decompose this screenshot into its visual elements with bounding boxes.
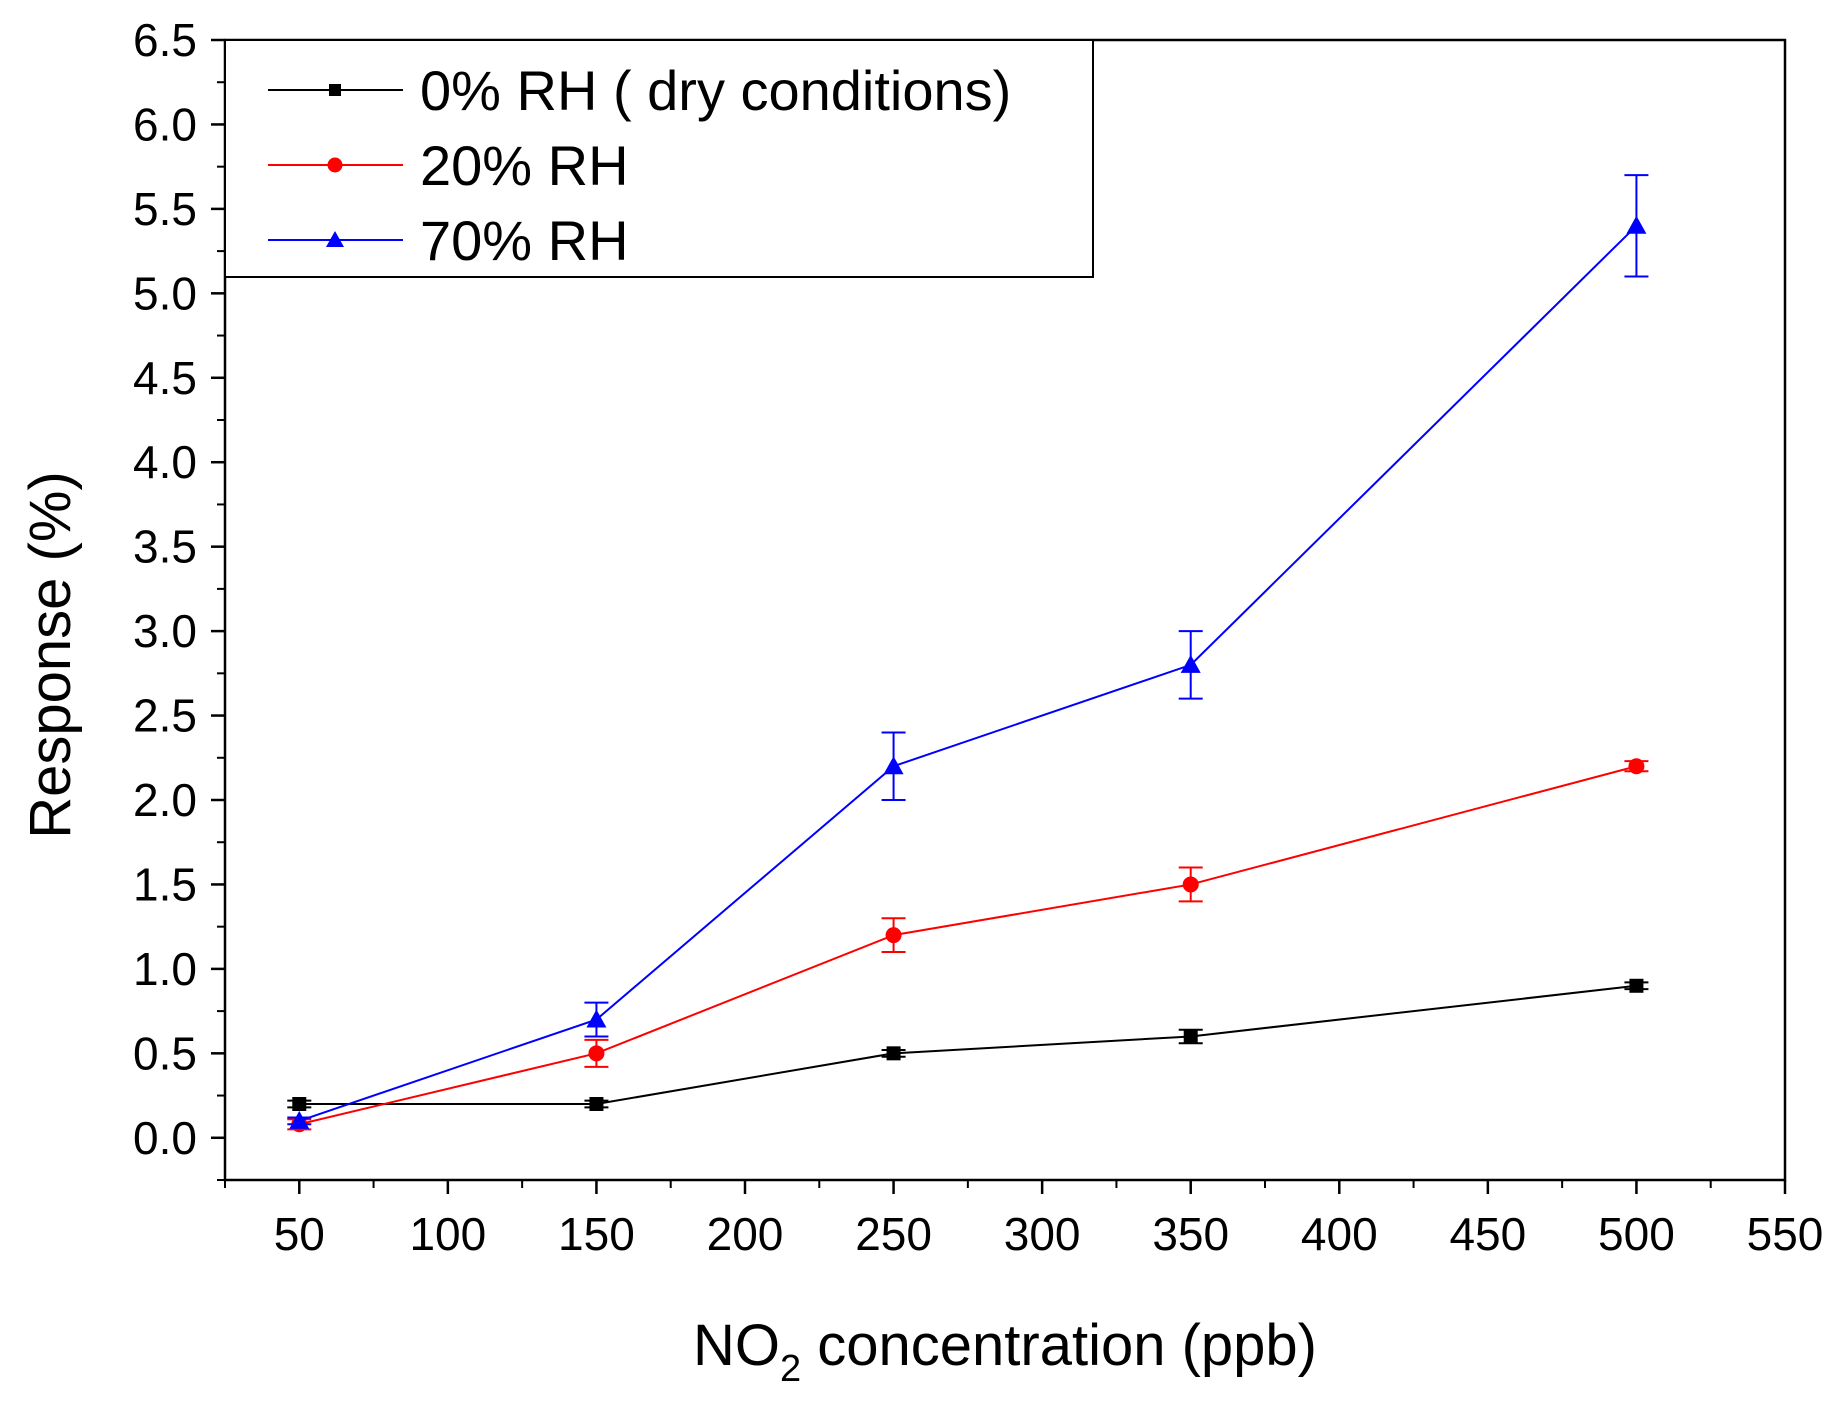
x-axis-title: NO2 concentration (ppb) <box>693 1313 1317 1390</box>
series-2 <box>287 174 1649 1129</box>
x-axis-ticks: 50 100 150 200 250 300 350 400 450 500 550 <box>224 1180 1824 1260</box>
x-tick-label: 250 <box>855 1208 932 1260</box>
data-point-triangle <box>586 1009 607 1028</box>
series-line-2 <box>298 225 1638 1122</box>
series-line-0 <box>299 984 1637 1105</box>
data-point-circle <box>885 927 902 944</box>
legend-box <box>224 39 1094 278</box>
data-point-triangle <box>1626 215 1647 234</box>
data-point-triangle <box>289 1110 310 1129</box>
series-0 <box>287 978 1649 1111</box>
y-tick-label: 3.5 <box>133 521 197 573</box>
y-tick-label: 3.0 <box>133 605 197 657</box>
legend-entry-0: 0% RH ( dry conditions) <box>268 59 1011 122</box>
y-tick-label: 2.0 <box>133 774 197 826</box>
data-point-circle <box>1182 876 1199 893</box>
x-tick-label: 150 <box>558 1208 635 1260</box>
legend-entry-2: 70% RH <box>268 209 629 272</box>
y-tick-label: 5.0 <box>133 267 197 319</box>
data-point-triangle <box>883 756 904 775</box>
x-tick-label: 550 <box>1747 1208 1824 1260</box>
x-tick-label: 50 <box>274 1208 325 1260</box>
y-tick-label: 2.5 <box>133 690 197 742</box>
x-axis-title-subscript: 2 <box>780 1348 801 1390</box>
legend-marker-square <box>329 84 341 96</box>
legend-label-1: 20% RH <box>420 134 629 197</box>
y-tick-label: 6.0 <box>133 98 197 150</box>
data-point-circle <box>1628 758 1645 775</box>
y-tick-label: 1.0 <box>133 943 197 995</box>
legend-label-2: 70% RH <box>420 209 629 272</box>
data-point-square <box>1183 1029 1198 1044</box>
y-tick-label: 6.5 <box>133 14 197 66</box>
y-tick-label: 1.5 <box>133 858 197 910</box>
x-tick-label: 200 <box>707 1208 784 1260</box>
series-line-1 <box>299 765 1637 1126</box>
y-tick-label: 0.5 <box>133 1027 197 1079</box>
y-axis-ticks: 0.0 0.5 1.0 1.5 2.0 2.5 3.0 3.5 4.0 4.5 5.0 5.5 6.0 6… <box>133 14 225 1181</box>
y-axis-title: Response (%) <box>18 471 83 838</box>
x-axis-title-rest: concentration (ppb) <box>801 1313 1317 1378</box>
series-1 <box>287 758 1649 1133</box>
x-tick-label: 400 <box>1301 1208 1378 1260</box>
legend-label-0: 0% RH ( dry conditions) <box>420 59 1011 122</box>
legend: 0% RH ( dry conditions) 20% RH 70% RH <box>224 39 1094 278</box>
x-tick-label: 300 <box>1004 1208 1081 1260</box>
data-point-triangle <box>1180 654 1201 673</box>
x-axis-title-main: NO <box>693 1313 780 1378</box>
y-tick-label: 0.0 <box>133 1112 197 1164</box>
legend-marker-circle <box>327 157 343 173</box>
data-point-square <box>589 1097 604 1111</box>
data-point-circle <box>588 1045 605 1062</box>
x-tick-label: 500 <box>1598 1208 1675 1260</box>
data-point-square <box>886 1046 901 1061</box>
y-tick-label: 4.5 <box>133 352 197 404</box>
y-tick-label: 4.0 <box>133 436 197 488</box>
x-tick-label: 450 <box>1449 1208 1526 1260</box>
x-tick-label: 350 <box>1152 1208 1229 1260</box>
legend-marker-triangle <box>326 231 344 247</box>
y-tick-label: 5.5 <box>133 183 197 235</box>
data-point-square <box>292 1097 307 1111</box>
data-point-square <box>1629 978 1644 993</box>
series-layer <box>287 174 1649 1133</box>
legend-entry-1: 20% RH <box>268 134 629 197</box>
x-tick-label: 100 <box>409 1208 486 1260</box>
